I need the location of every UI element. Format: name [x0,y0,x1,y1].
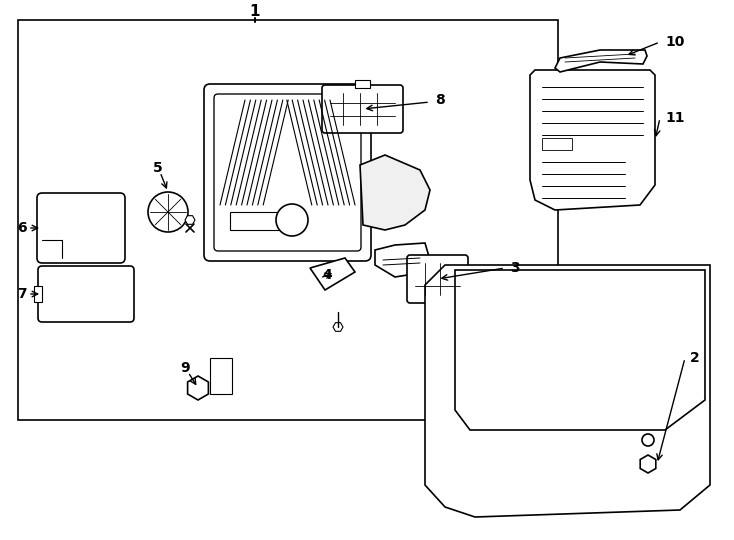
PathPatch shape [360,155,430,230]
Text: 1: 1 [250,4,261,19]
Circle shape [276,204,308,236]
Text: 7: 7 [17,287,27,301]
Circle shape [148,192,188,232]
Circle shape [642,434,654,446]
Polygon shape [34,286,42,302]
Bar [542,138,572,150]
FancyBboxPatch shape [214,94,361,251]
PathPatch shape [425,265,710,517]
Polygon shape [310,258,355,290]
Text: 10: 10 [665,35,684,49]
PathPatch shape [375,243,430,277]
Text: 6: 6 [17,221,27,235]
FancyBboxPatch shape [204,84,371,261]
Text: 9: 9 [180,361,190,375]
Text: 3: 3 [510,261,520,275]
FancyBboxPatch shape [407,255,468,303]
Text: 5: 5 [153,161,163,175]
Polygon shape [185,215,195,224]
Polygon shape [355,80,370,88]
PathPatch shape [530,70,655,210]
Text: 8: 8 [435,93,445,107]
PathPatch shape [555,50,647,72]
FancyBboxPatch shape [322,85,403,133]
FancyBboxPatch shape [37,193,125,263]
Text: 2: 2 [690,351,700,365]
FancyBboxPatch shape [38,266,134,322]
Bar [210,358,232,394]
Polygon shape [640,455,655,473]
Bar [230,212,280,230]
Polygon shape [188,376,208,400]
Polygon shape [42,240,62,258]
Polygon shape [333,323,343,332]
Text: 4: 4 [322,268,332,282]
FancyBboxPatch shape [18,20,558,420]
Text: 11: 11 [665,111,685,125]
PathPatch shape [455,270,705,430]
